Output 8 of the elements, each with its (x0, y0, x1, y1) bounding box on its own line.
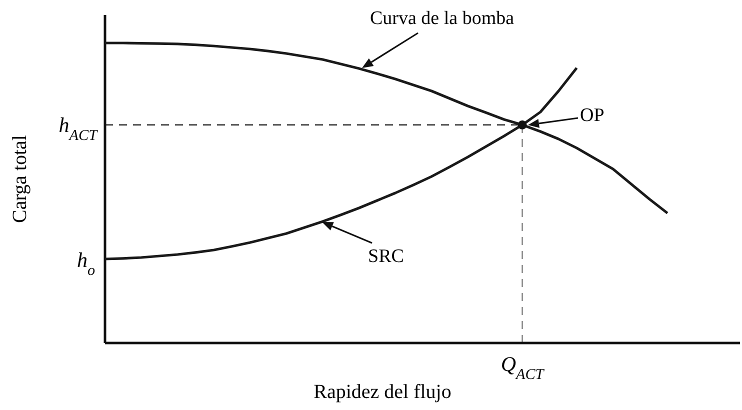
ref-line-label: h$_{ACT}$ (58, 112, 99, 144)
annotation: OP (580, 105, 604, 126)
y-axis-title: Carga total (9, 134, 31, 223)
text: Curva de la bomba (370, 8, 515, 29)
x-axis-title: Rapidez del flujo (314, 381, 452, 403)
text: h$_{o}$ (76, 248, 96, 279)
text: Q$_{ACT}$ (500, 352, 546, 383)
annotation: SRC (368, 246, 404, 267)
